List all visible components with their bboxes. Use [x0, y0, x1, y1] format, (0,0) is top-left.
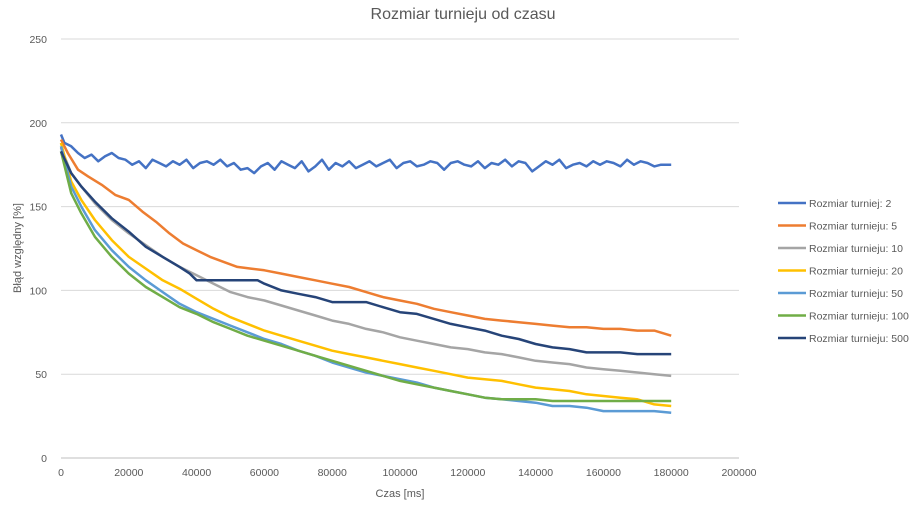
x-tick-label: 40000 [182, 467, 211, 479]
legend-label: Rozmiar turnieju: 20 [809, 266, 903, 278]
x-tick-label: 160000 [586, 467, 621, 479]
x-axis-ticks: 0 20000 40000 60000 80000 100000 120000 140000 1… [58, 467, 757, 479]
y-axis-title: Błąd względny [%] [12, 203, 24, 293]
y-tick-label: 200 [29, 118, 47, 130]
y-axis-ticks: 0 50 100 150 200 250 [29, 34, 47, 465]
legend-label: Rozmiar turnieju: 5 [809, 221, 897, 233]
y-tick-label: 0 [41, 453, 47, 465]
x-tick-label: 20000 [114, 467, 143, 479]
series-line-6 [59, 150, 672, 356]
x-tick-label: 100000 [382, 467, 417, 479]
legend-label: Rozmiar turnieju: 100 [809, 311, 909, 323]
legend: Rozmiar turniej: 2 Rozmiar turnieju: 5 Roz… [778, 198, 909, 345]
gridlines [61, 38, 739, 375]
chart-title: Rozmiar turnieju od czasu [371, 6, 556, 23]
x-tick-label: 120000 [450, 467, 485, 479]
x-axis-title: Czas [ms] [376, 488, 425, 500]
x-tick-label: 60000 [250, 467, 279, 479]
legend-label: Rozmiar turnieju: 10 [809, 243, 903, 255]
y-tick-label: 250 [29, 34, 47, 46]
legend-label: Rozmiar turnieju: 50 [809, 288, 903, 300]
series-line-1 [59, 139, 672, 337]
x-tick-label: 140000 [518, 467, 553, 479]
y-tick-label: 50 [35, 369, 47, 381]
y-tick-label: 150 [29, 202, 47, 214]
x-tick-label: 0 [58, 467, 64, 479]
x-tick-label: 80000 [318, 467, 347, 479]
legend-label: Rozmiar turniej: 2 [809, 198, 891, 210]
legend-label: Rozmiar turnieju: 500 [809, 333, 909, 345]
x-tick-label: 200000 [721, 467, 756, 479]
series-line-0 [59, 134, 672, 175]
series-line-4 [59, 145, 672, 414]
series-lines [59, 134, 672, 414]
series-line-3 [59, 142, 672, 408]
x-tick-label: 180000 [654, 467, 689, 479]
series-line-2 [59, 147, 672, 378]
series-line-5 [59, 151, 672, 403]
y-tick-label: 100 [29, 285, 47, 297]
